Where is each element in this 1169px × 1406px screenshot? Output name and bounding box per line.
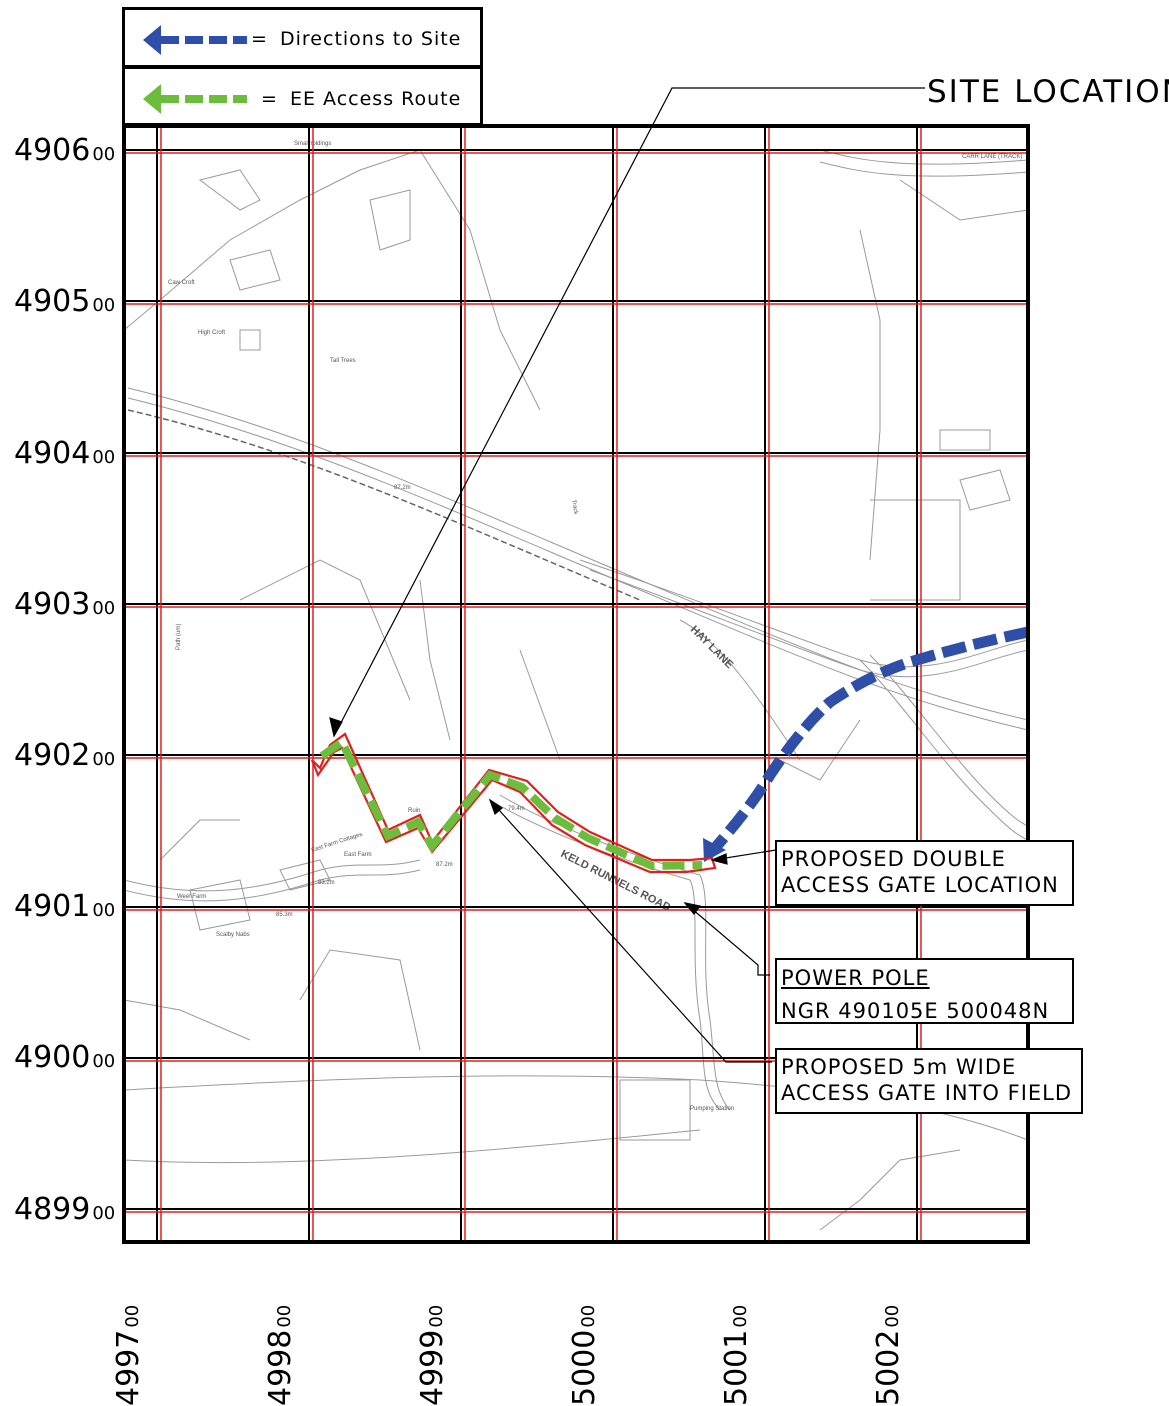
northing-value: 4906 — [14, 133, 91, 168]
northing-label: 4902 00 — [14, 738, 115, 773]
label-ruin: Ruin — [408, 808, 420, 814]
leader-lines — [329, 87, 925, 1063]
access-arrow-icon — [143, 84, 247, 114]
easting-value: 5002 — [871, 1329, 906, 1406]
easting-value: 4999 — [415, 1329, 450, 1406]
callout-double-gate-line2: ACCESS GATE LOCATION — [781, 873, 1059, 897]
callout-double-gate: PROPOSED DOUBLE ACCESS GATE LOCATION — [775, 840, 1074, 906]
northing-value: 4903 — [14, 587, 91, 622]
easting-suffix: 00 — [426, 1304, 447, 1328]
northing-suffix: 00 — [92, 1051, 116, 1072]
legend-equals: = — [251, 28, 268, 50]
label-weel-farm: Weel Farm — [177, 894, 206, 900]
northing-suffix: 00 — [92, 900, 116, 921]
easting-suffix: 00 — [122, 1304, 143, 1328]
label-pumping-station: Pumping Station — [690, 1106, 734, 1112]
legend-directions-label: Directions to Site — [280, 28, 462, 50]
label-spot-height-5: 79.4m — [508, 806, 525, 812]
northing-value: 4901 — [14, 889, 91, 924]
northing-value: 4905 — [14, 284, 91, 319]
callout-field-gate: PROPOSED 5m WIDE ACCESS GATE INTO FIELD — [775, 1048, 1083, 1114]
easting-value: 5001 — [719, 1329, 754, 1406]
northing-suffix: 00 — [92, 144, 116, 165]
northing-label: 4903 00 — [14, 587, 115, 622]
northing-suffix: 00 — [92, 1203, 116, 1224]
callout-field-gate-line2: ACCESS GATE INTO FIELD — [781, 1081, 1073, 1105]
callout-power-pole-line2: NGR 490105E 500048N — [781, 999, 1050, 1023]
northing-value: 4900 — [14, 1040, 91, 1075]
label-spot-height-1: 87.2m — [394, 485, 411, 491]
access-route — [310, 732, 717, 874]
label-carr-lane: CARR LANE (TRACK) — [962, 154, 1022, 160]
label-high-croft: High Croft — [198, 330, 225, 336]
northing-label: 4899 00 — [14, 1192, 115, 1227]
northing-suffix: 00 — [92, 447, 116, 468]
label-caw-croft: Caw Croft — [168, 280, 195, 286]
easting-value: 4998 — [263, 1329, 298, 1406]
northing-value: 4899 — [14, 1192, 91, 1227]
northing-label: 4906 00 — [14, 133, 115, 168]
northing-value: 4904 — [14, 436, 91, 471]
northing-suffix: 00 — [92, 295, 116, 316]
callout-power-pole: POWER POLE NGR 490105E 500048N — [775, 958, 1074, 1024]
label-spot-height-4: 85.3m — [276, 912, 293, 918]
map-background — [123, 126, 1029, 1242]
easting-label: 499800 — [263, 1296, 298, 1406]
easting-label: 500000 — [567, 1296, 602, 1406]
label-spot-height-2: 87.2m — [436, 862, 453, 868]
label-path: Path (um) — [176, 624, 182, 650]
site-location-map: HAY LANE KELD RUNNELS ROAD CARR LANE (TR… — [122, 87, 1030, 1244]
directions-route — [703, 626, 1030, 862]
easting-suffix: 00 — [730, 1304, 751, 1328]
easting-label: 500200 — [871, 1296, 906, 1406]
label-scalby-nabs: Scalby Nabs — [216, 932, 250, 938]
easting-label: 500100 — [719, 1296, 754, 1406]
northing-suffix: 00 — [92, 749, 116, 770]
northing-value: 4902 — [14, 738, 91, 773]
label-tall-trees: Tall Trees — [330, 358, 356, 364]
easting-value: 4997 — [111, 1329, 146, 1406]
callout-power-pole-line1: POWER POLE — [781, 966, 930, 990]
legend-access-label: EE Access Route — [290, 88, 462, 110]
easting-suffix: 00 — [882, 1304, 903, 1328]
callout-double-gate-line1: PROPOSED DOUBLE — [781, 847, 1006, 871]
northing-suffix: 00 — [92, 598, 116, 619]
northing-label: 4905 00 — [14, 284, 115, 319]
legend-access: = EE Access Route — [122, 66, 483, 126]
legend-equals-2: = — [261, 88, 278, 110]
easting-label: 499700 — [111, 1296, 146, 1406]
callout-field-gate-line1: PROPOSED 5m WIDE — [781, 1055, 1017, 1079]
label-track: Track — [570, 499, 579, 516]
label-spot-height-3: 83.2m — [318, 880, 335, 886]
directions-arrow-icon — [143, 25, 247, 55]
easting-value: 5000 — [567, 1329, 602, 1406]
easting-suffix: 00 — [578, 1304, 599, 1328]
easting-label: 499900 — [415, 1296, 450, 1406]
northing-label: 4900 00 — [14, 1040, 115, 1075]
legend-directions: = Directions to Site — [122, 7, 483, 68]
site-location-label: SITE LOCATION — [927, 74, 1169, 110]
northing-label: 4904 00 — [14, 436, 115, 471]
easting-suffix: 00 — [274, 1304, 295, 1328]
label-east-farm: East Farm — [344, 852, 372, 858]
northing-label: 4901 00 — [14, 889, 115, 924]
directions-arrowhead — [703, 838, 726, 862]
map-frame — [122, 124, 1030, 1244]
